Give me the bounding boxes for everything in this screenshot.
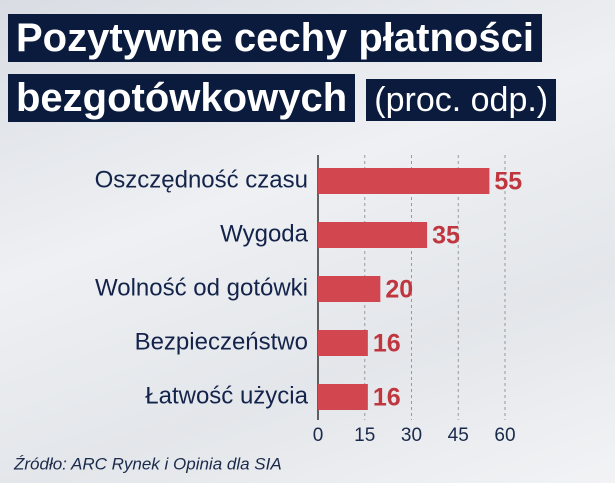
x-tick-label: 45 (448, 425, 469, 446)
value-label: 55 (494, 168, 522, 196)
bar (318, 222, 428, 248)
source-note: Źródło: ARC Rynek i Opinia dla SIA (13, 454, 282, 473)
category-label: Wolność od gotówki (95, 274, 308, 301)
x-tick-label: 30 (401, 425, 422, 446)
x-tick-label: 60 (494, 425, 515, 446)
x-tick-label: 0 (313, 425, 324, 446)
category-label: Oszczędność czasu (95, 166, 308, 193)
bar (318, 330, 368, 356)
value-label: 16 (373, 384, 401, 412)
value-label: 35 (432, 222, 460, 250)
bar (318, 168, 490, 194)
title-block: Pozytywne cechy płatności bezgotówkowych… (8, 8, 568, 130)
category-label: Wygoda (220, 220, 308, 247)
x-tick-label: 15 (354, 425, 375, 446)
value-label: 16 (373, 330, 401, 358)
bar (318, 384, 368, 410)
chart-subtitle: (proc. odp.) (366, 79, 557, 121)
value-label: 20 (385, 276, 413, 304)
category-label: Łatwość użycia (145, 382, 308, 409)
bar (318, 276, 381, 302)
category-label: Bezpieczeństwo (135, 328, 308, 355)
